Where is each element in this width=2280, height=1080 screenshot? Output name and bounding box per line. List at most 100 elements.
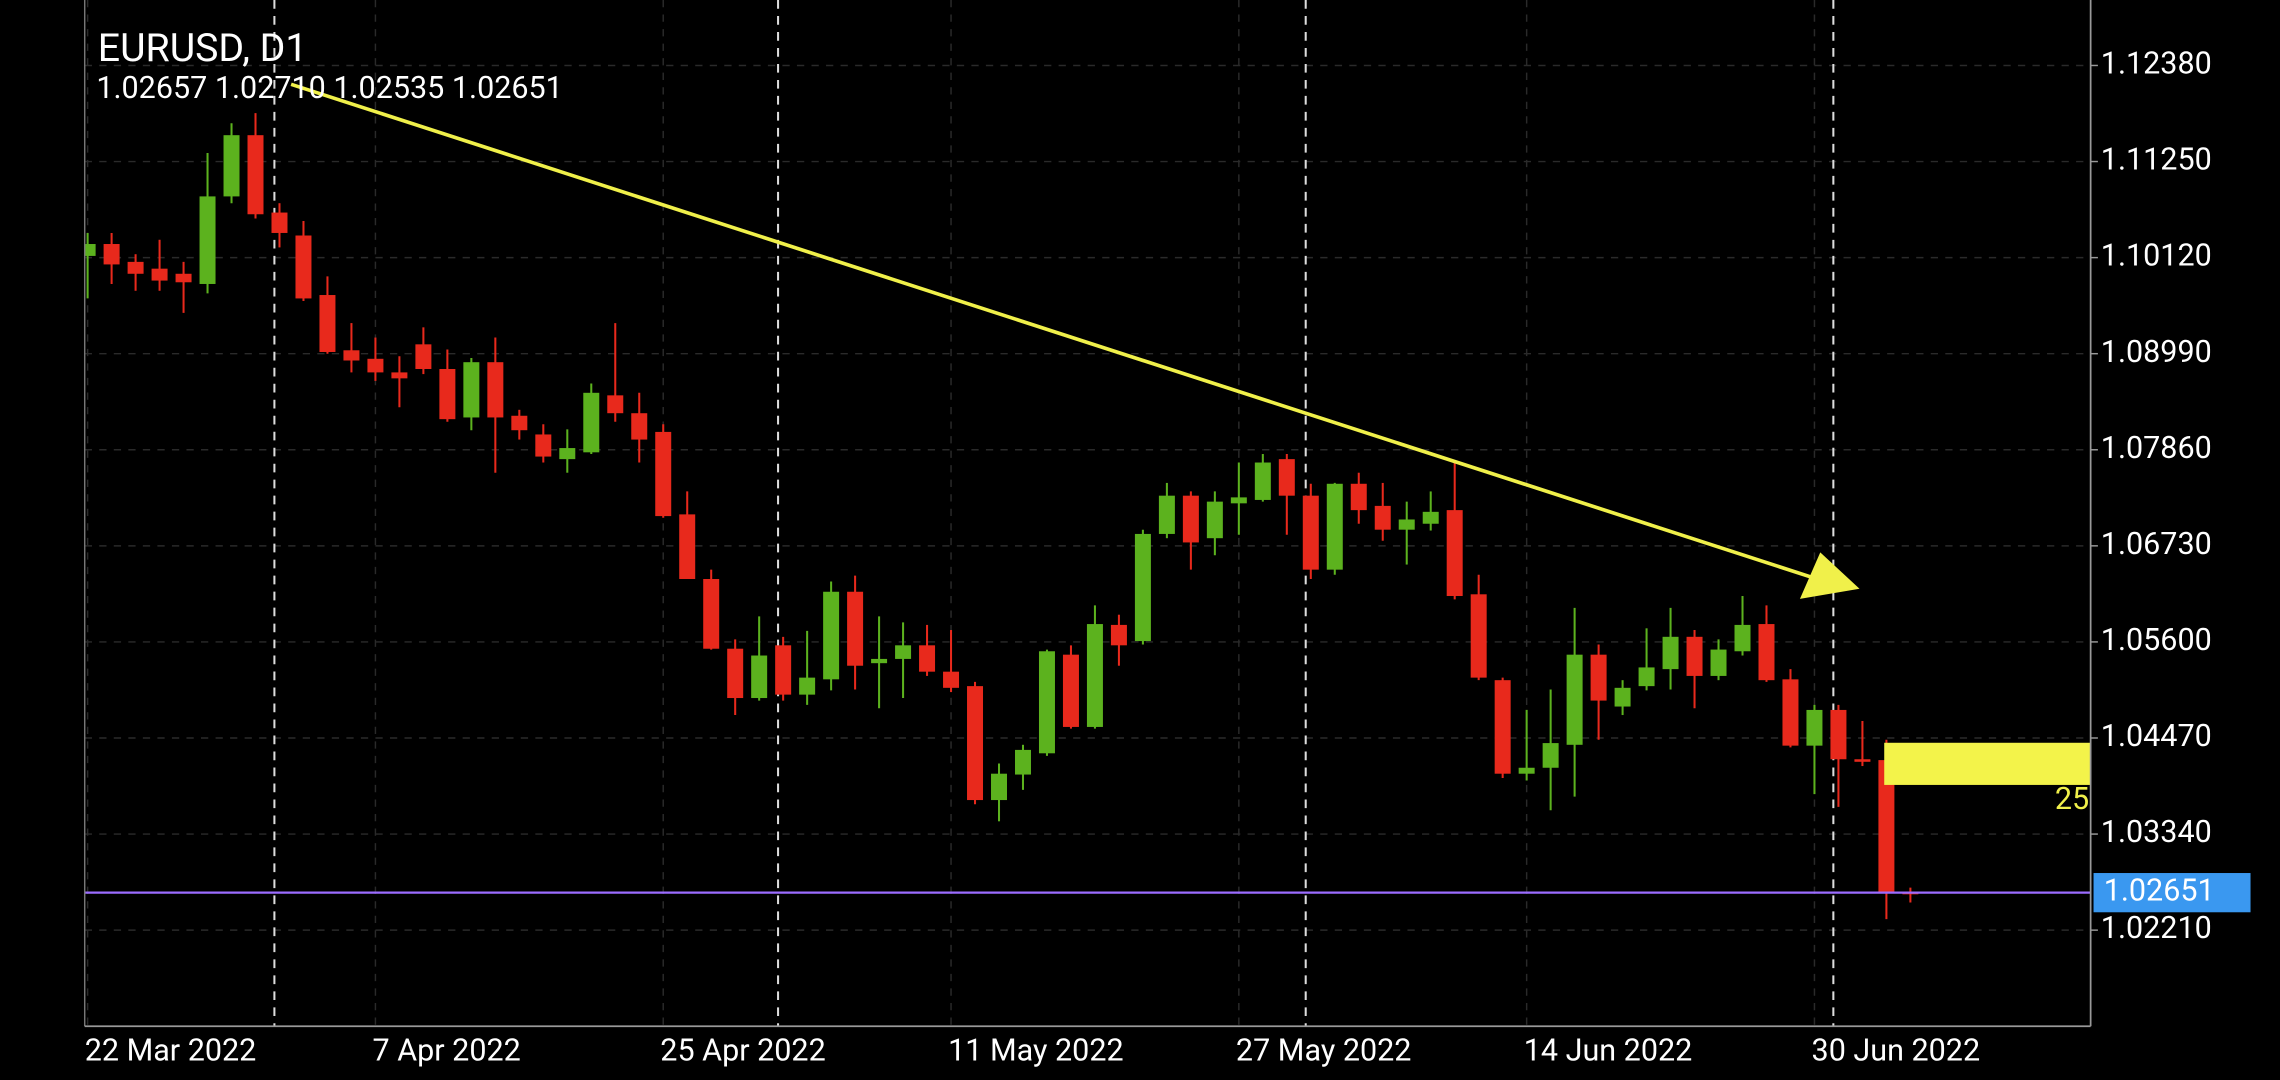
axes: 1.12380 1.11250 1.10120 1.08990 1.07860 1.067… xyxy=(85,47,2212,1069)
candle-body xyxy=(511,415,528,431)
y-tick-label: 1.11250 xyxy=(2101,143,2212,178)
candle-body xyxy=(1062,654,1079,727)
candle-body xyxy=(607,395,624,414)
candle-body xyxy=(871,658,888,664)
candle-body xyxy=(1110,624,1127,646)
candle-body xyxy=(967,686,984,801)
candle-body xyxy=(127,261,144,274)
annotation-text: 25 xyxy=(2055,782,2089,817)
y-tick-label: 1.06730 xyxy=(2101,527,2212,562)
candle-body xyxy=(1590,654,1607,701)
x-tick-label: 14 Jun 2022 xyxy=(1524,1033,1693,1068)
candle-body xyxy=(487,362,504,418)
candle-body xyxy=(1518,767,1535,774)
candle-body xyxy=(559,448,576,460)
candle-body xyxy=(847,591,864,666)
candle-body xyxy=(1854,759,1871,762)
candle-body xyxy=(463,362,480,418)
candle-body xyxy=(1302,495,1319,570)
candle-body xyxy=(583,392,600,453)
candle-body xyxy=(1542,743,1559,768)
candle-body xyxy=(895,645,912,659)
candle-body xyxy=(415,344,432,369)
candle-body xyxy=(1230,497,1247,504)
candle-body xyxy=(775,645,792,695)
candle-body xyxy=(703,579,720,649)
candle-body xyxy=(1734,624,1751,652)
candle-body xyxy=(1254,462,1271,500)
price-zone xyxy=(1884,742,2091,785)
trend-arrowhead xyxy=(1799,552,1860,599)
last-price-box xyxy=(2093,873,2251,913)
candle-body xyxy=(1662,636,1679,670)
candle-body xyxy=(223,135,240,197)
candle-body xyxy=(1398,519,1415,530)
candle-body xyxy=(631,413,648,440)
x-tick-label: 7 Apr 2022 xyxy=(373,1033,521,1068)
candle-body xyxy=(751,655,768,699)
candle-body xyxy=(1494,680,1511,774)
candle-body xyxy=(1014,749,1031,775)
y-tick-label: 1.08990 xyxy=(2101,335,2212,370)
candle-body xyxy=(1182,495,1199,543)
candle-body xyxy=(1278,459,1295,496)
candle-body xyxy=(1158,495,1175,534)
candle-body xyxy=(1830,709,1847,760)
candle-body xyxy=(1422,511,1439,524)
candle-body xyxy=(1374,505,1391,530)
y-tick-label: 1.07860 xyxy=(2101,431,2212,466)
candle-body xyxy=(367,358,384,373)
y-tick-label: 1.04470 xyxy=(2101,719,2212,754)
candle-body xyxy=(1806,709,1823,746)
candle-body xyxy=(391,372,408,379)
candle-body xyxy=(919,645,936,672)
y-tick-label: 1.03340 xyxy=(2101,815,2212,850)
candle-body xyxy=(175,273,192,283)
last-price-label: 1.02651 xyxy=(2104,874,2215,909)
candle-body xyxy=(151,268,168,281)
candle-body xyxy=(343,350,360,361)
candle-body xyxy=(295,235,312,299)
x-tick-label: 27 May 2022 xyxy=(1236,1033,1412,1068)
candle-body xyxy=(84,244,96,256)
candle-body xyxy=(799,677,816,695)
candle-body xyxy=(1134,533,1151,642)
candle-body xyxy=(271,212,288,233)
candle-body xyxy=(1614,687,1631,707)
trend-line xyxy=(290,82,1826,584)
candle-body xyxy=(103,244,120,265)
candle-body xyxy=(1710,649,1727,676)
candle-body xyxy=(1038,651,1055,754)
candle-body xyxy=(1470,594,1487,678)
candle-body xyxy=(1446,510,1463,597)
y-tick-label: 1.02210 xyxy=(2101,911,2212,946)
candle-body xyxy=(679,514,696,580)
candle-body xyxy=(439,368,456,420)
candle-body xyxy=(943,671,960,688)
x-tick-label: 25 Apr 2022 xyxy=(660,1033,825,1068)
candle-body xyxy=(199,196,216,284)
candle-body xyxy=(1782,679,1799,746)
candle-body xyxy=(727,648,744,699)
plot-area xyxy=(84,82,2091,920)
candle-body xyxy=(535,434,552,457)
candle-body xyxy=(247,135,264,215)
candle-body xyxy=(1878,760,1895,892)
candle-body xyxy=(1086,624,1103,727)
candle-body xyxy=(1326,483,1343,570)
x-tick-label: 22 Mar 2022 xyxy=(85,1033,257,1068)
y-tick-label: 1.10120 xyxy=(2101,239,2212,274)
ohlc-label: 1.02657 1.02710 1.02535 1.02651 xyxy=(96,71,563,106)
y-tick-label: 1.12380 xyxy=(2101,47,2212,82)
candle-body xyxy=(319,295,336,352)
candle-body xyxy=(1206,501,1223,539)
candle-body xyxy=(823,591,840,680)
y-tick-label: 1.05600 xyxy=(2101,623,2212,658)
candle-body xyxy=(1566,654,1583,745)
candle-body xyxy=(1758,624,1775,681)
candle-body xyxy=(1638,667,1655,687)
x-tick-label: 30 Jun 2022 xyxy=(1812,1033,1981,1068)
candle-body xyxy=(655,431,672,517)
